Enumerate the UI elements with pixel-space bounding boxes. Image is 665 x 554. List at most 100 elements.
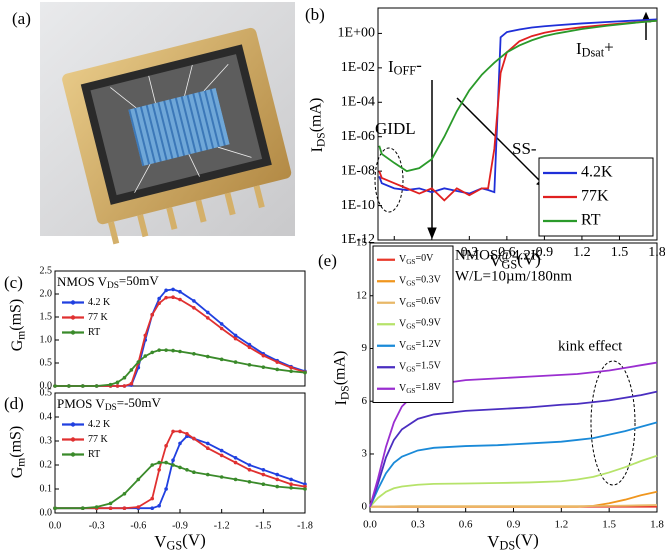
series-line (55, 297, 305, 386)
panel-label: (d) (4, 394, 24, 413)
point (150, 506, 154, 510)
annotation: IOFF- (388, 55, 422, 77)
point (248, 480, 252, 484)
x-tick-label: 0.9 (507, 519, 521, 531)
point (275, 485, 279, 489)
panel-label: (b) (305, 5, 325, 24)
x-tick-label: -0.3 (89, 520, 105, 531)
legend-marker (71, 330, 75, 334)
annotation: W/L=10µm/180nm (455, 268, 572, 284)
y-tick-label: 1E-06 (341, 129, 375, 144)
point (220, 454, 224, 458)
legend-label: 4.2 K (88, 297, 111, 308)
point (53, 506, 57, 510)
series-line (55, 463, 305, 509)
series-line (370, 505, 657, 507)
y-tick-label: 0.1 (40, 483, 53, 494)
point (137, 360, 141, 364)
point (262, 468, 266, 472)
point (164, 348, 168, 352)
panel-label: (e) (318, 251, 337, 270)
point (234, 337, 238, 341)
point (262, 365, 266, 369)
point (289, 486, 293, 490)
point (157, 504, 161, 508)
y-tick-label: 0 (362, 500, 368, 512)
series-line (55, 436, 305, 508)
panel-label: (a) (12, 9, 31, 28)
y-tick-label: 1.5 (40, 311, 53, 322)
y-tick-label: 1E-02 (341, 60, 375, 75)
point (275, 360, 279, 364)
point (234, 360, 238, 364)
y-tick-label: 1.0 (40, 334, 53, 345)
point (150, 497, 154, 501)
legend-marker (71, 422, 75, 426)
x-tick-label: -1.8 (297, 520, 313, 531)
y-tick-label: 15 (356, 237, 368, 249)
x-tick-label: -0.6 (130, 520, 146, 531)
point (192, 470, 196, 474)
point (109, 502, 113, 506)
point (157, 297, 161, 301)
point (164, 461, 168, 465)
point (171, 430, 175, 434)
point (130, 382, 134, 386)
point (178, 430, 182, 434)
y-tick-label: 1E-08 (341, 163, 375, 178)
point (275, 478, 279, 482)
chart: (b)1E-121E-101E-081E-061E-041E-021E+00-0… (305, 5, 665, 272)
point (262, 354, 266, 358)
point (171, 295, 175, 299)
x-tick-label: 1.8 (650, 519, 664, 531)
y-tick-label: 0.5 (40, 357, 53, 368)
x-tick-label: 0.0 (363, 519, 377, 531)
annotation: kink effect (558, 338, 623, 354)
point (157, 348, 161, 352)
point (123, 492, 127, 496)
point (248, 463, 252, 467)
point (95, 505, 99, 509)
annotation: NMOS@4.2K (455, 247, 542, 263)
point (220, 327, 224, 331)
y-axis-label: Gm(mS) (7, 426, 27, 479)
point (234, 461, 238, 465)
x-tick-label: -1.5 (255, 520, 271, 531)
dashed-ellipse (375, 148, 403, 212)
point (150, 351, 154, 355)
x-tick-label: 0.6 (459, 519, 473, 531)
point (220, 449, 224, 453)
point (178, 442, 182, 446)
point (206, 316, 210, 320)
point (192, 352, 196, 356)
point (206, 473, 210, 477)
point (95, 384, 99, 388)
point (289, 478, 293, 482)
point (137, 505, 141, 509)
point (164, 487, 168, 491)
point (157, 301, 161, 305)
point (123, 384, 127, 388)
point (81, 506, 85, 510)
y-tick-label: 3 (362, 448, 368, 460)
x-tick-label: 0.0 (49, 520, 62, 531)
point (109, 383, 113, 387)
point (164, 289, 168, 293)
legend-label: RT (88, 327, 100, 338)
subtitle: NMOS VDS=50mV (57, 273, 159, 291)
point (192, 437, 196, 441)
point (178, 350, 182, 354)
series-line (370, 392, 657, 507)
series-line (370, 492, 657, 507)
point (234, 456, 238, 460)
x-tick-label: 1.5 (611, 245, 629, 260)
point (157, 468, 161, 472)
x-axis-label: VGS(V) (154, 530, 206, 552)
point (178, 298, 182, 302)
x-tick-label: 1.2 (573, 245, 591, 260)
point (116, 384, 120, 388)
point (289, 369, 293, 373)
point (192, 299, 196, 303)
y-tick-label: 2.0 (40, 288, 53, 299)
point (116, 381, 120, 385)
